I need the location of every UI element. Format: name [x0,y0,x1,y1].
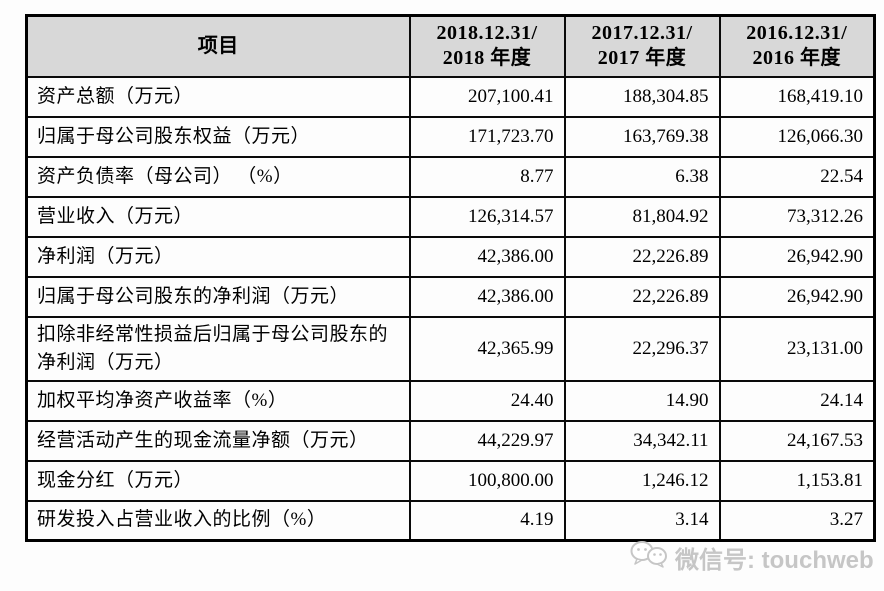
wechat-icon [630,540,668,575]
value-2017: 14.90 [563,379,721,422]
row-label: 加权平均净资产收益率（%） [25,379,411,422]
value-2018: 44,229.97 [408,419,566,462]
table-row-debt-ratio: 资产负债率（母公司） （%） 8.77 6.38 22.54 [25,155,876,198]
table-row-total-assets: 资产总额（万元） 207,100.41 188,304.85 168,419.1… [25,75,876,118]
row-label: 资产负债率（母公司） （%） [25,155,411,198]
header-row: 项目 2018.12.31/ 2018 年度 2017.12.31/ 2017 … [25,14,876,78]
value-2016: 1,153.81 [718,459,876,502]
value-2016: 24.14 [718,379,876,422]
value-2016: 126,066.30 [718,115,876,158]
value-2016: 3.27 [718,499,876,542]
value-2017: 188,304.85 [563,75,721,118]
value-2017: 81,804.92 [563,195,721,238]
value-2017: 22,296.37 [563,315,721,382]
table-row-parent-equity: 归属于母公司股东权益（万元） 171,723.70 163,769.38 126… [25,115,876,158]
value-2017: 34,342.11 [563,419,721,462]
column-header-item: 项目 [25,14,411,78]
value-2018: 42,365.99 [408,315,566,382]
financial-summary-table: 项目 2018.12.31/ 2018 年度 2017.12.31/ 2017 … [25,14,876,542]
value-2018: 42,386.00 [408,235,566,278]
table-row-operating-cash-flow: 经营活动产生的现金流量净额（万元） 44,229.97 34,342.11 24… [25,419,876,462]
value-2016: 26,942.90 [718,275,876,318]
value-2017: 1,246.12 [563,459,721,502]
value-2016: 23,131.00 [718,315,876,382]
column-header-2016-date: 2016.12.31/ [746,22,848,45]
table-row-revenue: 营业收入（万元） 126,314.57 81,804.92 73,312.26 [25,195,876,238]
row-label: 扣除非经常性损益后归属于母公司股东的净利润（万元） [25,315,411,382]
value-2018: 8.77 [408,155,566,198]
value-2016: 24,167.53 [718,419,876,462]
value-2016: 168,419.10 [718,75,876,118]
column-header-2018-date: 2018.12.31/ [436,22,538,45]
column-header-2016-year: 2016 年度 [752,47,841,70]
table-row-non-recurring-net-profit: 扣除非经常性损益后归属于母公司股东的净利润（万元） 42,365.99 22,2… [25,315,876,382]
table-row-weighted-roe: 加权平均净资产收益率（%） 24.40 14.90 24.14 [25,379,876,422]
table-row-net-profit: 净利润（万元） 42,386.00 22,226.89 26,942.90 [25,235,876,278]
row-label: 经营活动产生的现金流量净额（万元） [25,419,411,462]
table-row-cash-dividend: 现金分红（万元） 100,800.00 1,246.12 1,153.81 [25,459,876,502]
watermark: 微信号: touchweb [630,540,874,575]
value-2017: 22,226.89 [563,235,721,278]
value-2018: 24.40 [408,379,566,422]
row-label: 资产总额（万元） [25,75,411,118]
row-label: 研发投入占营业收入的比例（%） [25,499,411,542]
column-header-2016: 2016.12.31/ 2016 年度 [718,14,876,78]
value-2016: 26,942.90 [718,235,876,278]
table-row-parent-net-profit: 归属于母公司股东的净利润（万元） 42,386.00 22,226.89 26,… [25,275,876,318]
table-row-rd-ratio: 研发投入占营业收入的比例（%） 4.19 3.14 3.27 [25,499,876,542]
row-label: 归属于母公司股东的净利润（万元） [25,275,411,318]
value-2017: 3.14 [563,499,721,542]
column-header-2017-year: 2017 年度 [597,47,687,70]
watermark-text: 微信号: touchweb [675,547,874,574]
value-2018: 42,386.00 [408,275,566,318]
value-2016: 22.54 [718,155,876,198]
column-header-2017-date: 2017.12.31/ [591,22,693,45]
column-header-2017: 2017.12.31/ 2017 年度 [563,14,721,78]
column-header-2018: 2018.12.31/ 2018 年度 [408,14,566,78]
value-2018: 4.19 [408,499,566,542]
column-header-2018-year: 2018 年度 [442,47,532,70]
row-label: 归属于母公司股东权益（万元） [25,115,411,158]
row-label: 营业收入（万元） [25,195,411,238]
value-2017: 163,769.38 [563,115,721,158]
value-2018: 126,314.57 [408,195,566,238]
row-label: 净利润（万元） [25,235,411,278]
value-2016: 73,312.26 [718,195,876,238]
row-label: 现金分红（万元） [25,459,411,502]
value-2018: 171,723.70 [408,115,566,158]
value-2018: 207,100.41 [408,75,566,118]
value-2018: 100,800.00 [408,459,566,502]
value-2017: 6.38 [563,155,721,198]
value-2017: 22,226.89 [563,275,721,318]
